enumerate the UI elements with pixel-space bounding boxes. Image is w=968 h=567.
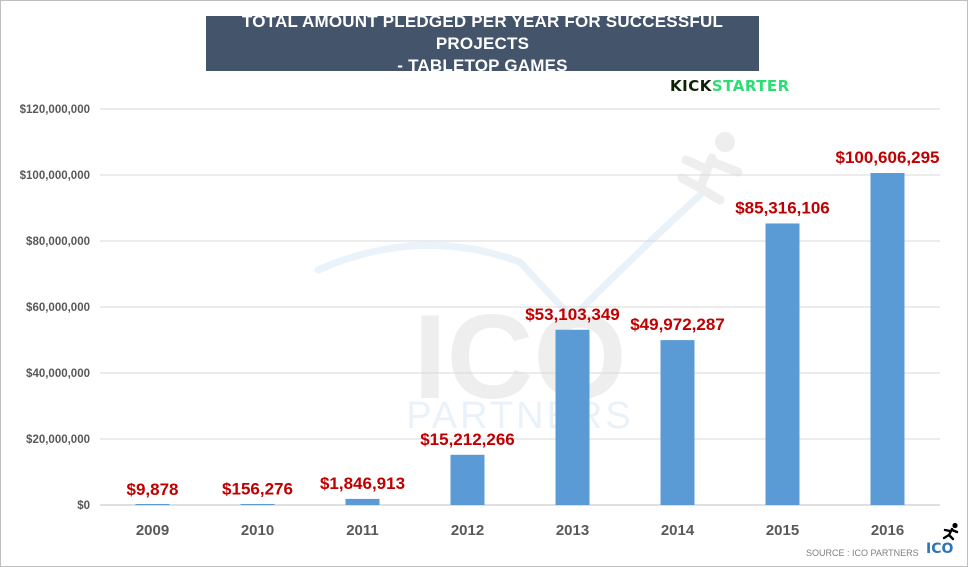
data-labels: $9,878 $156,276 $1,846,913 $15,212,266 $53,1… <box>127 148 940 499</box>
source-note: SOURCE : ICO PARTNERS <box>806 548 919 558</box>
chart-title-line1: TOTAL AMOUNT PLEDGED PER YEAR FOR SUCCES… <box>241 11 724 53</box>
bar-2016 <box>870 172 905 506</box>
data-label-2016: $100,606,295 <box>836 148 940 167</box>
x-tick-label: 2015 <box>766 522 799 539</box>
x-tick-label: 2014 <box>661 522 695 539</box>
x-tick-label: 2012 <box>451 522 484 539</box>
watermark-main: ICO <box>413 290 626 424</box>
bar-2014 <box>660 340 695 505</box>
x-tick-label: 2011 <box>346 522 379 539</box>
bars <box>135 172 905 506</box>
y-tick-label: $80,000,000 <box>26 236 90 248</box>
chart-title: TOTAL AMOUNT PLEDGED PER YEAR FOR SUCCES… <box>206 12 759 75</box>
bar-2010 <box>240 504 275 505</box>
gridlines <box>100 108 940 506</box>
x-axis-tick-labels: 2009 2010 2011 2012 2013 2014 2015 2016 <box>136 522 904 539</box>
chart-title-line2: - TABLETOP GAMES <box>397 55 568 75</box>
bar-2009 <box>135 504 170 505</box>
ico-logo: ICO <box>926 541 954 557</box>
y-tick-label: $100,000,000 <box>20 170 90 182</box>
runner-icon <box>942 522 959 541</box>
watermark-sub: PARTNERS <box>406 395 633 437</box>
y-tick-label: $20,000,000 <box>26 434 90 446</box>
watermark-runner-icon <box>677 132 743 205</box>
bar-2013 <box>555 329 590 505</box>
y-tick-label: $40,000,000 <box>26 368 90 380</box>
y-tick-label: $60,000,000 <box>26 302 90 314</box>
watermark-swoosh <box>314 191 704 324</box>
x-tick-label: 2009 <box>136 522 169 539</box>
data-label-2011: $1,846,913 <box>320 474 405 493</box>
y-tick-label: $120,000,000 <box>20 104 90 116</box>
data-label-2009: $9,878 <box>127 480 179 499</box>
watermark: ICO PARTNERS <box>314 132 743 437</box>
kickstarter-logo-part2: STARTER <box>711 77 790 95</box>
data-label-2013: $53,103,349 <box>525 305 620 324</box>
data-label-2010: $156,276 <box>222 479 293 498</box>
y-axis-tick-labels: $0 $20,000,000 $40,000,000 $60,000,000 $80,0… <box>20 104 90 512</box>
bar-2012 <box>450 454 485 505</box>
x-tick-label: 2013 <box>556 522 589 539</box>
x-tick-label: 2016 <box>871 522 904 539</box>
bar-2015 <box>765 223 800 505</box>
data-label-2015: $85,316,106 <box>735 198 830 217</box>
data-label-2012: $15,212,266 <box>420 430 515 449</box>
kickstarter-logo-part1: KICK <box>670 77 712 95</box>
y-tick-label: $0 <box>77 500 90 512</box>
data-label-2014: $49,972,287 <box>630 315 725 334</box>
x-tick-label: 2010 <box>241 522 274 539</box>
kickstarter-logo: KICKSTARTER <box>670 77 790 95</box>
bar-2011 <box>345 498 380 505</box>
